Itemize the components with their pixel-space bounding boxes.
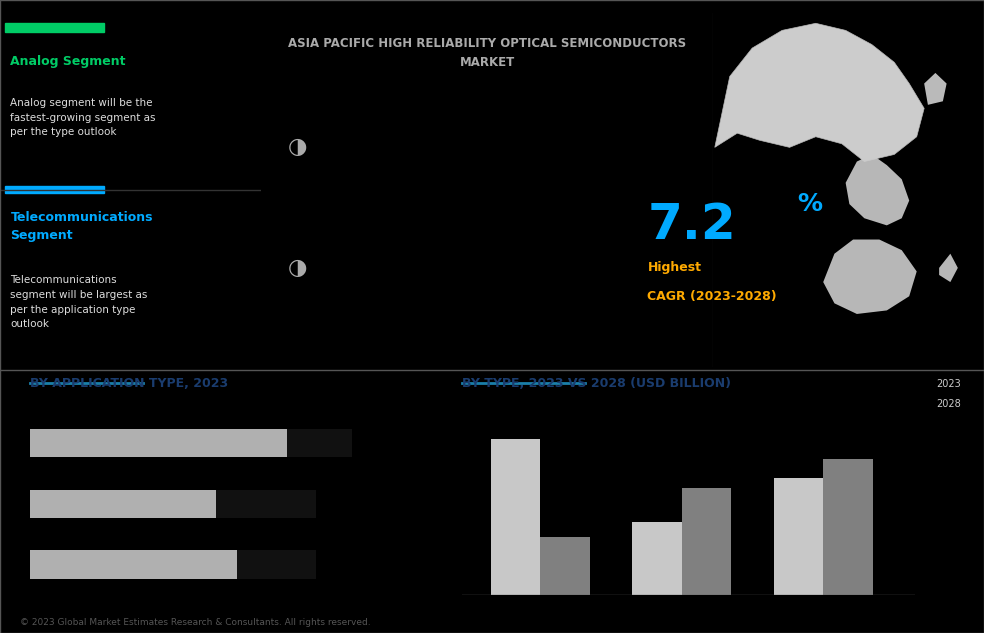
Polygon shape [824, 239, 917, 314]
Bar [5, 185, 104, 194]
Text: 2028: 2028 [936, 399, 960, 409]
Bar [491, 439, 540, 595]
Bar [682, 488, 731, 595]
Text: CAGR (2023-2028): CAGR (2023-2028) [647, 290, 777, 303]
Text: %: % [797, 192, 822, 216]
Text: ◑: ◑ [287, 258, 307, 278]
Polygon shape [924, 73, 947, 105]
Text: Analog Segment: Analog Segment [11, 55, 126, 68]
Bar [30, 429, 287, 457]
Text: BY APPLICATION TYPE, 2023: BY APPLICATION TYPE, 2023 [30, 377, 227, 390]
Bar [5, 23, 104, 32]
Polygon shape [939, 254, 957, 282]
Bar [30, 551, 237, 579]
Bar [215, 490, 316, 518]
Bar [237, 551, 316, 579]
Bar [773, 478, 824, 595]
Bar [30, 490, 215, 518]
Bar [632, 522, 682, 595]
Text: Telecommunications
Segment: Telecommunications Segment [11, 211, 153, 242]
Text: 2023: 2023 [936, 379, 960, 389]
Bar [540, 537, 589, 595]
Polygon shape [845, 154, 909, 225]
Text: 7.2: 7.2 [647, 201, 736, 249]
Text: Highest: Highest [647, 261, 702, 274]
Text: Analog segment will be the
fastest-growing segment as
per the type outlook: Analog segment will be the fastest-growi… [11, 97, 155, 137]
Text: © 2023 Global Market Estimates Research & Consultants. All rights reserved.: © 2023 Global Market Estimates Research … [20, 618, 370, 627]
Text: ASIA PACIFIC HIGH RELIABILITY OPTICAL SEMICONDUCTORS
MARKET: ASIA PACIFIC HIGH RELIABILITY OPTICAL SE… [288, 37, 686, 70]
Text: Telecommunications
segment will be largest as
per the application type
outlook: Telecommunications segment will be large… [11, 275, 148, 329]
Bar [287, 429, 351, 457]
Text: BY TYPE, 2023 VS 2028 (USD BILLION): BY TYPE, 2023 VS 2028 (USD BILLION) [462, 377, 731, 390]
Polygon shape [714, 23, 924, 161]
Text: ◑: ◑ [287, 137, 307, 158]
Bar [824, 459, 873, 595]
